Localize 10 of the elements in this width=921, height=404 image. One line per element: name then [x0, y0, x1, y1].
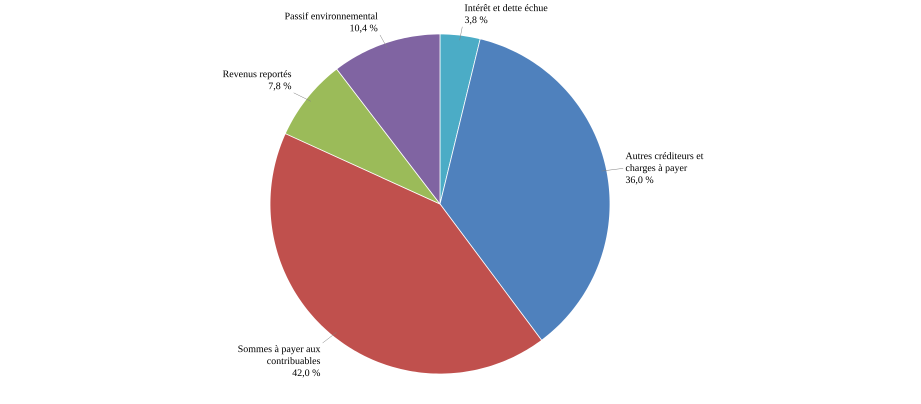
slice-label: Autres créditeurs et charges à payer	[626, 152, 704, 174]
slice-label: Passif environnemental	[284, 12, 378, 20]
slice-label: Intérêt et dette échue	[464, 4, 548, 12]
data-label: 42,0 %	[292, 369, 320, 378]
data-label: 10,4 %	[350, 24, 378, 33]
slice-label: Sommes à payer aux contribuables	[238, 345, 320, 364]
data-label: 36,0 %	[626, 176, 654, 185]
slice-label: Revenus reportés	[222, 70, 292, 80]
data-label: 3,8 %	[464, 16, 488, 25]
data-label: 7,8 %	[268, 82, 292, 91]
